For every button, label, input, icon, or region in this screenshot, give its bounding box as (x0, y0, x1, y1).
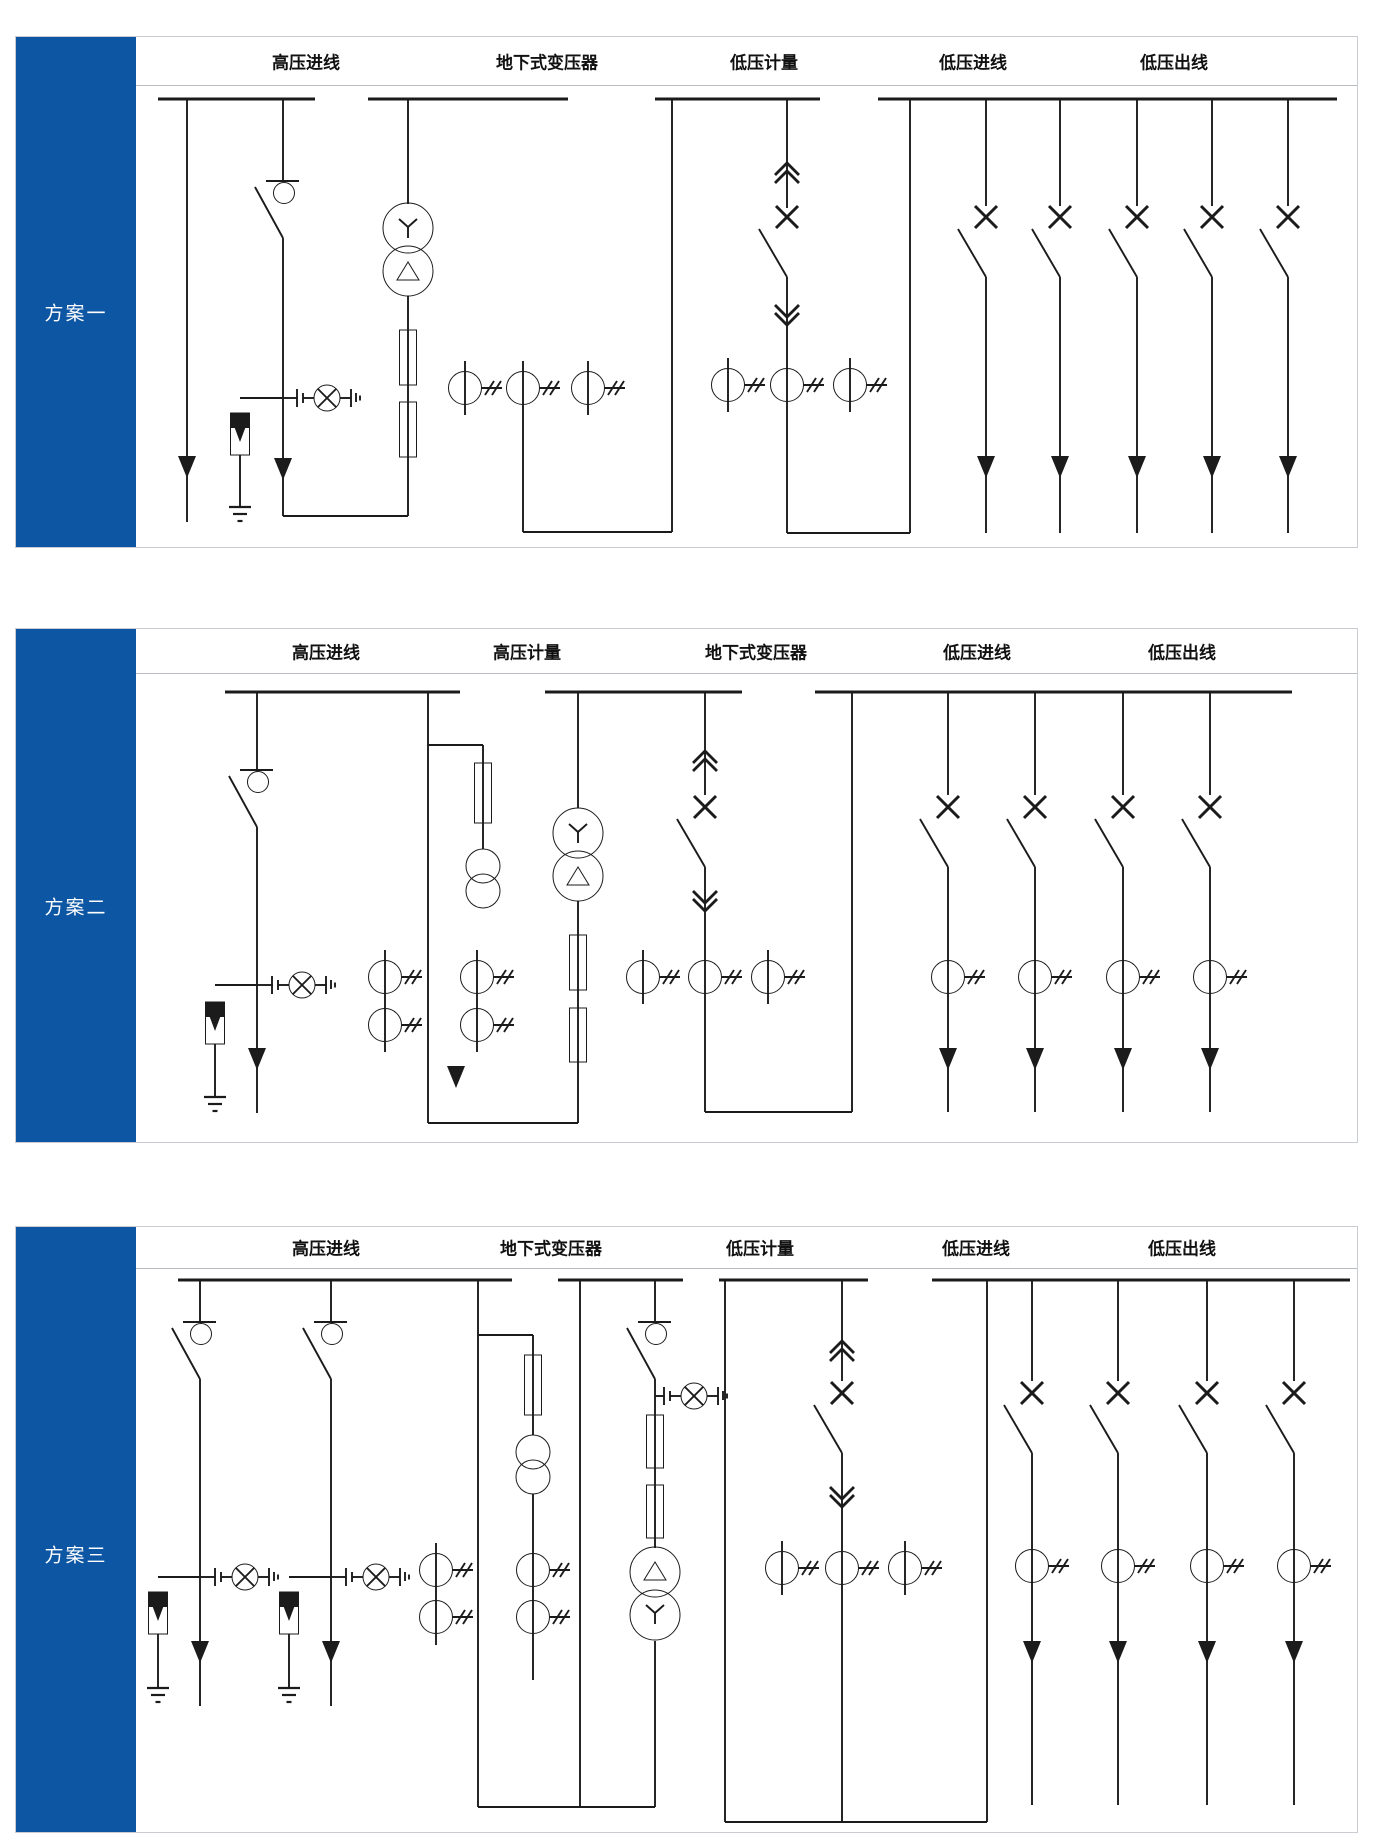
column-header: 低压计量 (726, 1239, 794, 1259)
column-header: 低压进线 (942, 1239, 1010, 1259)
header-separator (16, 85, 1357, 86)
panel-scheme-3: 方案三 高压进线 地下式变压器 低压计量 低压进线 低压出线 (15, 1226, 1358, 1833)
header-separator (16, 673, 1357, 674)
sidebar-scheme-2: 方案二 (16, 629, 136, 1142)
column-header: 低压计量 (730, 53, 798, 73)
column-header: 低压出线 (1148, 1239, 1216, 1259)
column-header: 地下式变压器 (500, 1239, 602, 1259)
panel-scheme-1: 方案一 高压进线 地下式变压器 低压计量 低压进线 低压出线 (15, 36, 1358, 548)
scheme-label: 方案一 (44, 303, 108, 325)
scheme-label: 方案二 (44, 897, 108, 919)
column-header: 高压进线 (292, 643, 360, 663)
scheme-label: 方案三 (44, 1545, 108, 1567)
column-header: 低压出线 (1140, 53, 1208, 73)
column-header: 高压计量 (493, 643, 561, 663)
column-header: 地下式变压器 (496, 53, 598, 73)
column-header: 高压进线 (272, 53, 340, 73)
panel-scheme-2: 方案二 高压进线 高压计量 地下式变压器 低压进线 低压出线 (15, 628, 1358, 1143)
header-separator (16, 1268, 1357, 1269)
sidebar-scheme-3: 方案三 (16, 1227, 136, 1832)
column-header: 低压进线 (939, 53, 1007, 73)
column-header: 低压进线 (943, 643, 1011, 663)
sidebar-scheme-1: 方案一 (16, 37, 136, 547)
column-header: 高压进线 (292, 1239, 360, 1259)
column-header: 地下式变压器 (705, 643, 807, 663)
column-header: 低压出线 (1148, 643, 1216, 663)
